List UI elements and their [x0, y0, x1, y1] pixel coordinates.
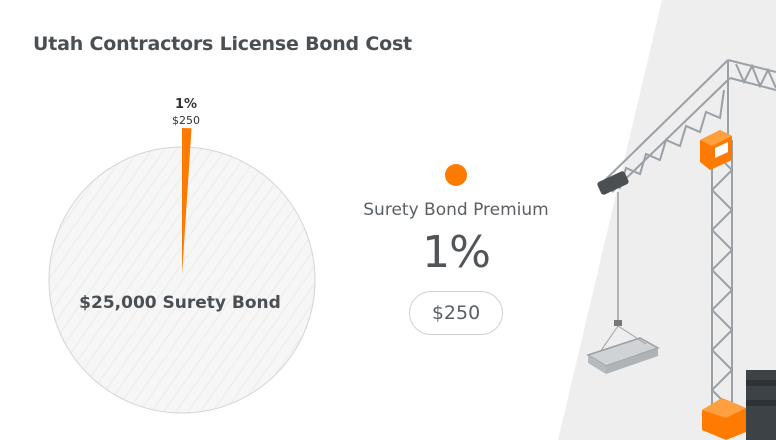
tower-crane-icon — [560, 0, 776, 440]
legend: Surety Bond Premium 1% $250 — [340, 160, 572, 335]
pie-chart: 1% $250 $25,000 Surety Bond — [0, 0, 340, 440]
legend-percent: 1% — [340, 228, 572, 279]
slice-amount-label: $250 — [172, 114, 200, 127]
legend-color-dot — [445, 164, 467, 186]
legend-amount-pill: $250 — [409, 291, 503, 335]
legend-label: Surety Bond Premium — [340, 200, 572, 220]
slice-percent-label: 1% — [175, 97, 197, 112]
pie-center-label: $25,000 Surety Bond — [79, 293, 281, 313]
